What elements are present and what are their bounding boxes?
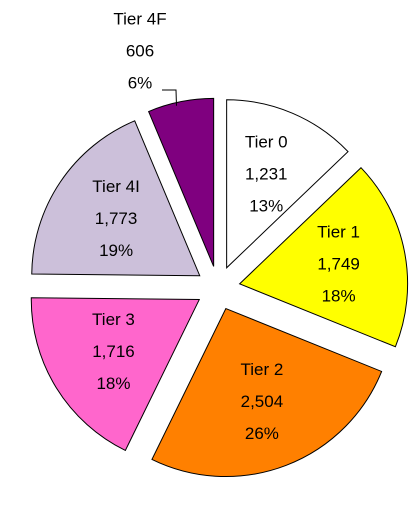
slice-label: Tier 4F	[113, 9, 166, 28]
slice-value: 1,716	[92, 342, 135, 361]
slice-percent: 13%	[249, 197, 283, 216]
slice-value: 606	[126, 41, 154, 60]
pie-slice	[31, 120, 201, 277]
pie-slice	[151, 307, 383, 478]
slice-value: 2,504	[241, 392, 284, 411]
slice-percent: 18%	[96, 374, 130, 393]
slice-label: Tier 1	[317, 222, 360, 241]
slice-percent: 19%	[99, 241, 133, 260]
pie-slice	[147, 97, 215, 267]
slice-label: Tier 2	[240, 360, 283, 379]
slice-percent: 18%	[322, 286, 356, 305]
slice-label: Tier 0	[245, 133, 288, 152]
slice-percent: 6%	[128, 73, 153, 92]
slice-value: 1,773	[95, 209, 138, 228]
slice-value: 1,749	[317, 254, 360, 273]
slice-label: Tier 4I	[92, 177, 140, 196]
slice-label: Tier 3	[92, 310, 135, 329]
pie-slice	[30, 297, 201, 452]
pie-slice	[238, 166, 409, 348]
leader-line	[162, 89, 177, 106]
slice-value: 1,231	[245, 165, 288, 184]
pie-slice	[226, 99, 349, 269]
slice-percent: 26%	[245, 424, 279, 443]
